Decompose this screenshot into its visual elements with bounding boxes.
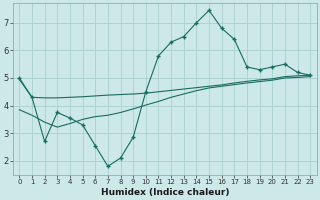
- X-axis label: Humidex (Indice chaleur): Humidex (Indice chaleur): [100, 188, 229, 197]
